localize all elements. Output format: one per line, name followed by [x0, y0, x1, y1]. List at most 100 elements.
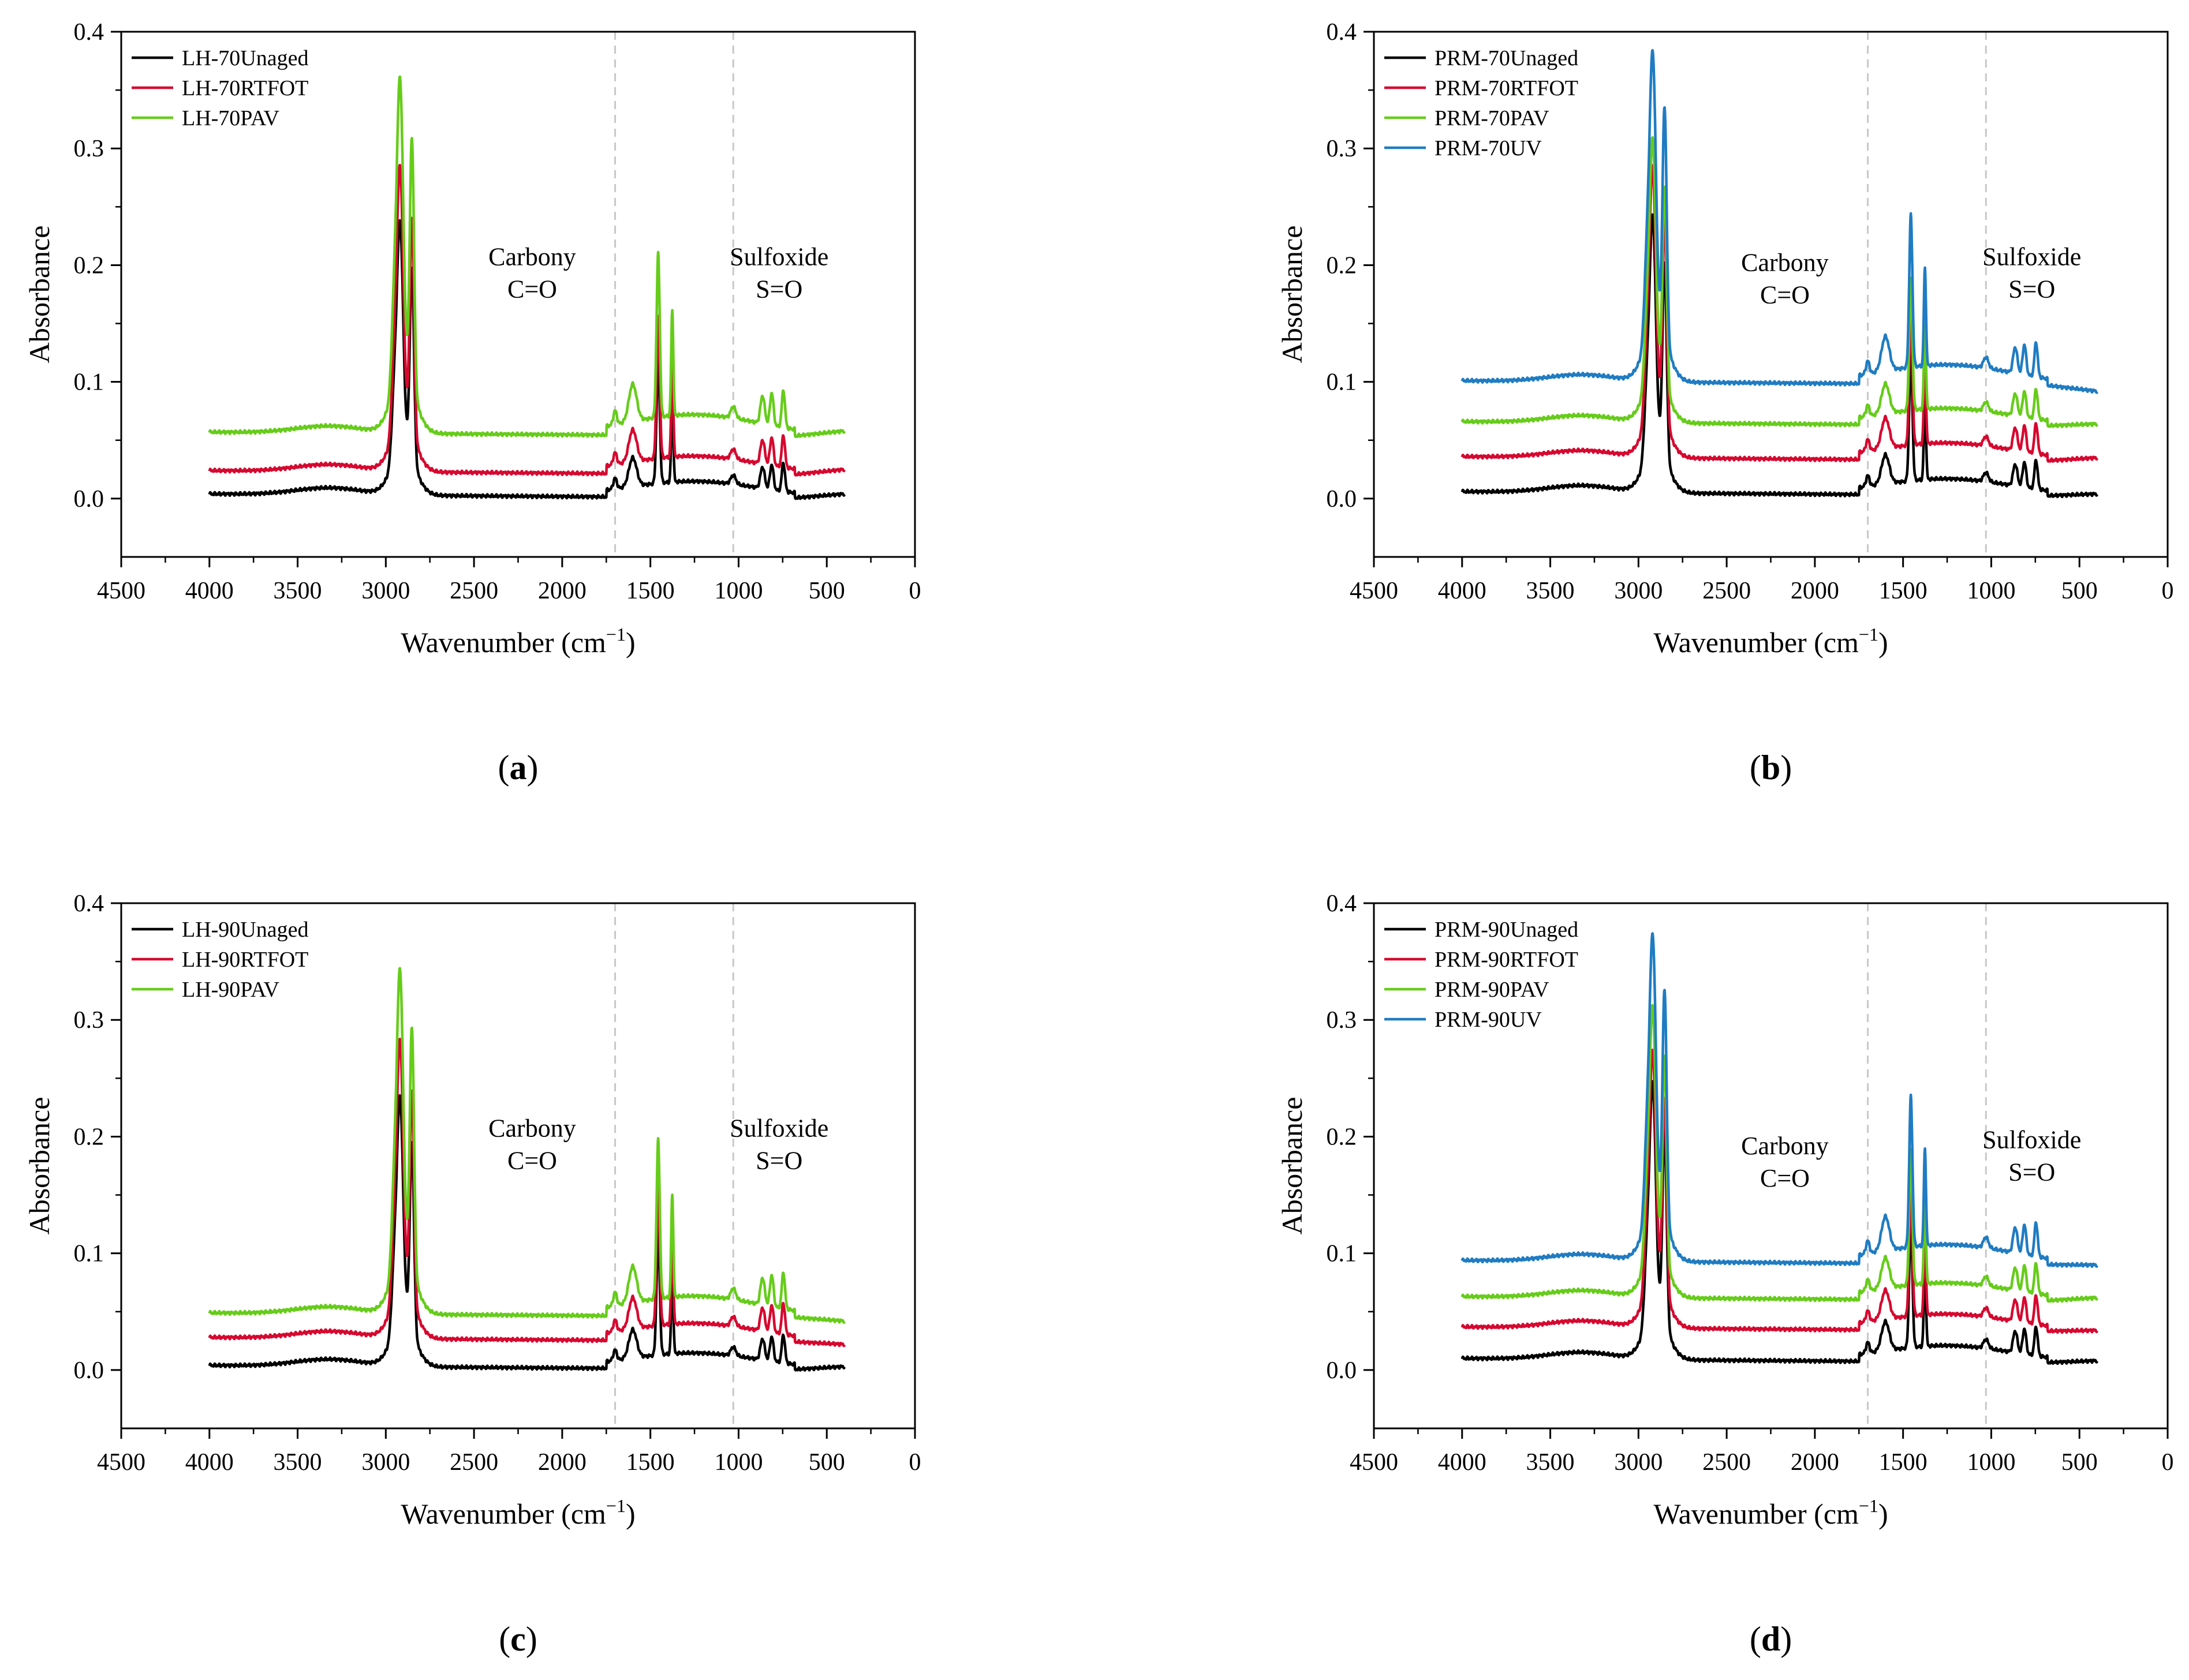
y-tick-label: 0.0 [1327, 486, 1357, 512]
x-axis-label: Wavenumber (cm−1) [401, 624, 635, 658]
annotation-bond: S=O [756, 275, 802, 303]
annotation-bond: C=O [507, 1146, 557, 1174]
y-tick-label: 0.3 [74, 136, 104, 162]
x-tick-label: 0 [2162, 578, 2174, 604]
annotation-label: Carbony [1741, 249, 1829, 277]
x-tick-label: 3500 [274, 578, 322, 604]
y-tick-label: 0.3 [1327, 1007, 1357, 1034]
x-tick-label: 1500 [626, 1449, 675, 1476]
legend-entry: LH-70RTFOT [182, 76, 308, 100]
x-tick-label: 1500 [1879, 578, 1927, 604]
x-tick-label: 3500 [1526, 1449, 1575, 1476]
y-axis-label: Absorbance [1276, 226, 1308, 364]
x-tick-label: 0 [2162, 1449, 2174, 1476]
y-tick-label: 0.4 [1327, 890, 1357, 917]
x-tick-label: 2500 [450, 1449, 498, 1476]
legend-entry: PRM-90RTFOT [1435, 948, 1578, 972]
y-tick-label: 0.0 [74, 486, 104, 512]
y-tick-label: 0.0 [74, 1357, 104, 1384]
panel-label: (d) [1750, 1620, 1792, 1658]
panel-label: (c) [499, 1620, 537, 1658]
y-tick-label: 0.4 [74, 890, 104, 917]
x-tick-label: 4000 [1438, 1449, 1486, 1476]
legend-entry: LH-70PAV [182, 106, 279, 130]
x-tick-label: 4500 [1350, 1449, 1398, 1476]
annotation-label: Carbony [1741, 1132, 1829, 1160]
y-tick-label: 0.4 [1327, 19, 1357, 46]
y-tick-label: 0.3 [1327, 136, 1357, 162]
x-tick-label: 4000 [1438, 578, 1486, 604]
annotation-label: Carbony [488, 1114, 576, 1142]
y-tick-label: 0.3 [74, 1007, 104, 1034]
legend-entry: LH-90RTFOT [182, 948, 308, 972]
x-tick-label: 1500 [626, 578, 675, 604]
series-line-LH-90Unaged [208, 1094, 846, 1372]
series-line-PRM-70RTFOT [1460, 164, 2098, 463]
x-tick-label: 4000 [185, 578, 234, 604]
x-tick-label: 0 [909, 578, 921, 604]
y-tick-label: 0.2 [74, 252, 104, 279]
x-tick-label: 500 [809, 578, 845, 604]
chart-panel-a: 4500 4000 3500 3000 2500 2000 1500 1000 500 0 0.0 0… [23, 19, 921, 787]
series-line-LH-90PAV [208, 967, 846, 1324]
x-axis-label: Wavenumber (cm−1) [1653, 624, 1888, 658]
y-tick-label: 0.1 [1327, 369, 1357, 396]
series-line-LH-70PAV [208, 75, 846, 438]
series-line-PRM-70Unaged [1460, 213, 2098, 499]
y-tick-label: 0.1 [74, 1241, 104, 1267]
y-tick-label: 0.1 [74, 369, 104, 396]
x-tick-label: 500 [2061, 578, 2098, 604]
panel-label: (a) [498, 749, 539, 787]
panel-label: (b) [1750, 749, 1792, 787]
y-tick-label: 0.2 [1327, 252, 1357, 279]
y-axis-label: Absorbance [23, 226, 55, 364]
x-tick-label: 500 [2061, 1449, 2098, 1476]
legend-entry: PRM-70RTFOT [1435, 76, 1578, 100]
x-tick-label: 3000 [361, 1449, 410, 1476]
x-axis-label: Wavenumber (cm−1) [401, 1495, 635, 1530]
annotation-label: Carbony [488, 242, 576, 271]
y-axis-label: Absorbance [23, 1097, 55, 1235]
x-tick-label: 1000 [1967, 578, 2015, 604]
x-tick-label: 2500 [450, 578, 498, 604]
annotation-bond: C=O [507, 275, 557, 303]
series-line-LH-70RTFOT [208, 163, 846, 477]
legend-entry: PRM-70UV [1435, 136, 1542, 160]
x-tick-label: 3500 [1526, 578, 1575, 604]
x-tick-label: 2000 [538, 578, 587, 604]
y-tick-label: 0.2 [1327, 1124, 1357, 1150]
x-tick-label: 3000 [1614, 1449, 1663, 1476]
x-tick-label: 3500 [274, 1449, 322, 1476]
x-tick-label: 4500 [97, 1449, 145, 1476]
legend-entry: PRM-70Unaged [1435, 46, 1578, 70]
legend-entry: PRM-90Unaged [1435, 918, 1578, 942]
annotation-label: Sulfoxide [730, 1114, 828, 1142]
x-tick-label: 1000 [714, 1449, 763, 1476]
y-tick-label: 0.4 [74, 19, 104, 46]
annotation-bond: C=O [1760, 1164, 1810, 1192]
x-tick-label: 500 [809, 1449, 845, 1476]
annotation-label: Sulfoxide [730, 242, 828, 271]
chart-panel-c: 4500 4000 3500 3000 2500 2000 1500 1000 500 0 0.0 0… [23, 890, 921, 1658]
x-tick-label: 0 [909, 1449, 921, 1476]
annotation-label: Sulfoxide [1982, 1126, 2081, 1154]
legend-entry: LH-90Unaged [182, 918, 308, 942]
annotation-bond: S=O [2008, 1158, 2055, 1187]
annotation-bond: S=O [2008, 275, 2055, 303]
annotation-bond: C=O [1760, 281, 1810, 309]
legend-entry: LH-90PAV [182, 978, 279, 1002]
x-tick-label: 2500 [1702, 578, 1751, 604]
legend-entry: PRM-70PAV [1435, 106, 1549, 130]
annotation-bond: S=O [756, 1146, 802, 1174]
x-tick-label: 4000 [185, 1449, 234, 1476]
y-tick-label: 0.2 [74, 1124, 104, 1150]
y-tick-label: 0.1 [1327, 1241, 1357, 1267]
legend-entry: PRM-90PAV [1435, 978, 1549, 1002]
x-tick-label: 1500 [1879, 1449, 1927, 1476]
chart-panel-d: 4500 4000 3500 3000 2500 2000 1500 1000 500 0 0.0 0… [1276, 890, 2174, 1658]
x-tick-label: 2000 [538, 1449, 587, 1476]
x-tick-label: 2500 [1702, 1449, 1751, 1476]
y-tick-label: 0.0 [1327, 1357, 1357, 1384]
legend-entry: LH-70Unaged [182, 46, 308, 70]
legend-entry: PRM-90UV [1435, 1008, 1542, 1032]
